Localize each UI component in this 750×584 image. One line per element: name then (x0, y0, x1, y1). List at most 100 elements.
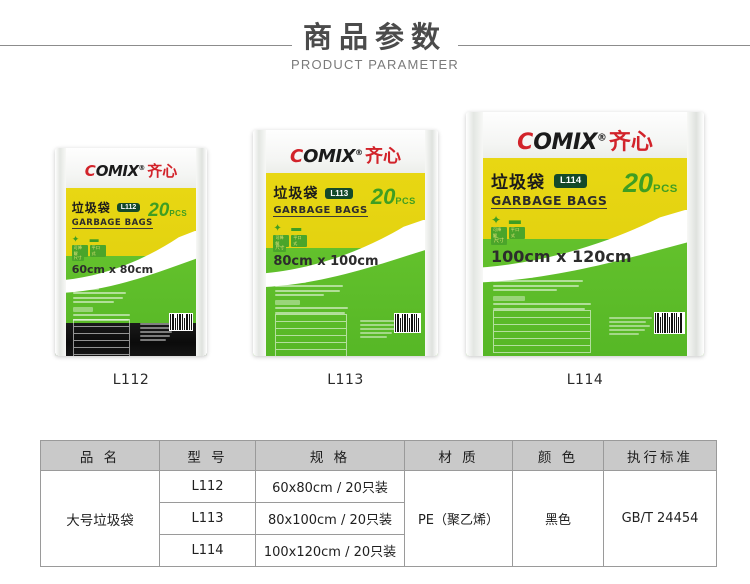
product-gallery: COMIX® 齐心 垃圾袋 L112 GARBAGE BAGS 20PCS ✦ 可… (0, 100, 750, 400)
header-color: 颜 色 (512, 440, 604, 471)
package-model-badge: L112 (116, 202, 141, 212)
logo-chinese: 齐心 (365, 146, 402, 168)
barcode-icon (169, 313, 194, 332)
package-feature-icons: ✦ 可降解 ▬ 平口式 (71, 235, 106, 258)
feature-biodegradable-icon: ✦ 可降解 (71, 235, 88, 258)
table-header-row: 品 名 型 号 规 格 材 质 颜 色 执行标准 (40, 440, 717, 471)
brand-logo: COMIX®齐心 (253, 142, 438, 168)
package-spec-table (275, 314, 348, 356)
quantity-unit: PCS (653, 183, 678, 196)
brand-logo: COMIX®齐心 (55, 160, 207, 181)
size-label: 尺寸 (490, 237, 507, 245)
package-swoosh (253, 220, 438, 288)
size-value: 100cm x 120cm (490, 247, 632, 267)
header-material: 材 质 (404, 440, 513, 471)
brand-logo: COMIX®齐心 (466, 124, 704, 156)
header-model: 型 号 (159, 440, 256, 471)
spec-table-container: 品 名 型 号 规 格 材 质 颜 色 执行标准 大号垃圾袋 L112 60x8… (40, 440, 717, 567)
feature-1-caption: 可降解 (71, 245, 88, 258)
package-swoosh (466, 209, 704, 283)
product-package-l114[interactable]: COMIX®齐心 垃圾袋 L114 GARBAGE BAGS 20PCS ✦ 可… (466, 112, 704, 356)
size-value: 80cm x 100cm (273, 254, 379, 270)
package-side-text (360, 319, 398, 340)
feature-biodegradable-icon: ✦ 可降解 (490, 214, 507, 240)
package-title-cn: 垃圾袋 (490, 173, 545, 194)
header-product-name: 品 名 (40, 440, 160, 471)
package-usage-info (493, 273, 593, 312)
package-top-band (466, 112, 704, 159)
size-label: 尺寸 (71, 255, 84, 262)
cell-model: L113 (159, 502, 256, 535)
feature-1-caption: 可降解 (490, 227, 507, 240)
package-title-en: GARBAGE BAGS (273, 204, 368, 217)
package-feature-icons: ✦ 可降解 ▬ 平口式 (490, 214, 525, 240)
barcode-icon (653, 312, 685, 335)
product-caption-l112: L112 (112, 372, 150, 388)
package-title-cn: 垃圾袋 (273, 186, 319, 203)
package-side-text (140, 322, 174, 343)
barcode-icon (394, 313, 422, 334)
package-model-badge: L114 (553, 173, 588, 188)
package-top-band (55, 148, 207, 188)
cell-material: PE（聚乙烯） (404, 470, 513, 567)
logo-letter-c: C (517, 130, 534, 156)
product-package-l112[interactable]: COMIX® 齐心 垃圾袋 L112 GARBAGE BAGS 20PCS ✦ 可… (55, 148, 207, 356)
quantity-number: 20 (370, 184, 396, 210)
package-quantity: 20PCS (371, 184, 416, 210)
page-header: 商品参数 PRODUCT PARAMETER (0, 0, 750, 92)
logo-trademark-icon: ® (354, 147, 364, 158)
page-title-cn: 商品参数 (302, 20, 447, 54)
size-label: 尺寸 (273, 245, 287, 252)
feature-flat-mouth-icon: ▬ 平口式 (508, 214, 525, 240)
header-rule-right (458, 45, 750, 46)
product-package-l113[interactable]: COMIX® 齐心 垃圾袋 L113 GARBAGE BAGS 20PCS ✦ 可… (253, 130, 438, 356)
logo-trademark-icon: ® (138, 164, 146, 173)
feature-flat-mouth-icon: ▬ 平口式 (89, 235, 106, 258)
cell-color: 黑色 (512, 470, 604, 567)
logo-letter-c: C (84, 162, 96, 181)
feature-flat-mouth-icon: ▬ 平口式 (291, 223, 308, 247)
package-spec-table (493, 309, 591, 353)
cell-spec: 80x100cm / 20只装 (255, 502, 405, 535)
logo-chinese: 齐心 (147, 162, 178, 181)
table-row: 大号垃圾袋 L112 60x80cm / 20只装 PE（聚乙烯） 黑色 GB/… (40, 470, 717, 567)
cell-model: L114 (159, 534, 256, 567)
product-caption-l113: L113 (327, 372, 364, 388)
cell-spec: 100x120cm / 20只装 (255, 534, 405, 567)
header-spec: 规 格 (255, 440, 405, 471)
logo-word-omix: OMIX (303, 146, 355, 168)
cell-product-name: 大号垃圾袋 (40, 470, 160, 567)
product-caption-l114: L114 (566, 372, 604, 388)
feature-2-caption: 平口式 (291, 234, 308, 247)
package-usage-info (275, 278, 349, 316)
logo-trademark-icon: ® (597, 132, 607, 144)
package-top-band (253, 130, 438, 173)
package-spec-table (73, 318, 130, 356)
feature-2-caption: 平口式 (89, 245, 106, 258)
package-title-cn: 垃圾袋 (71, 200, 111, 215)
package-body: COMIX®齐心 垃圾袋 L114 GARBAGE BAGS 20PCS ✦ 可… (466, 112, 704, 356)
logo-letter-c: C (289, 146, 304, 168)
package-body: COMIX® 齐心 垃圾袋 L113 GARBAGE BAGS 20PCS ✦ 可… (253, 130, 438, 356)
package-model-badge: L113 (325, 187, 354, 199)
cell-standard: GB/T 24454 (603, 470, 717, 567)
spec-table: 品 名 型 号 规 格 材 质 颜 色 执行标准 大号垃圾袋 L112 60x8… (40, 440, 717, 567)
feature-biodegradable-icon: ✦ 可降解 (273, 223, 290, 247)
package-feature-icons: ✦ 可降解 ▬ 平口式 (273, 223, 308, 247)
table-row: L114 100x120cm / 20只装 (41, 534, 717, 567)
quantity-number: 20 (622, 168, 654, 199)
package-side-text (608, 316, 652, 337)
cell-model: L112 (159, 470, 256, 503)
package-quantity: 20PCS (623, 168, 678, 199)
package-usage-info (73, 285, 131, 323)
header-rule-left (0, 45, 292, 46)
package-title-en: GARBAGE BAGS (71, 217, 153, 229)
feature-1-caption: 可降解 (273, 234, 290, 247)
cell-spec: 60x80cm / 20只装 (255, 470, 405, 503)
size-value: 60cm x 80cm (71, 263, 154, 277)
package-body: COMIX® 齐心 垃圾袋 L112 GARBAGE BAGS 20PCS ✦ 可… (55, 148, 207, 356)
logo-word-omix: OMIX (95, 162, 139, 181)
feature-2-caption: 平口式 (508, 227, 525, 240)
package-title-en: GARBAGE BAGS (490, 192, 608, 209)
quantity-number: 20 (148, 200, 170, 221)
